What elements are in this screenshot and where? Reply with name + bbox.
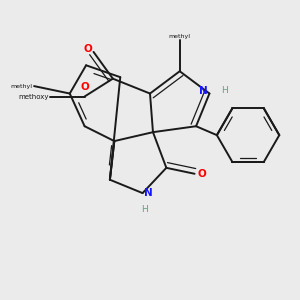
Text: O: O (198, 169, 206, 179)
Text: O: O (83, 44, 92, 54)
Text: methoxy: methoxy (18, 94, 49, 100)
Text: N: N (144, 188, 153, 198)
Text: H: H (141, 205, 147, 214)
Text: N: N (199, 85, 208, 96)
Text: methyl: methyl (11, 84, 33, 88)
Text: methyl: methyl (169, 34, 191, 38)
Text: O: O (80, 82, 89, 92)
Text: H: H (221, 86, 227, 95)
